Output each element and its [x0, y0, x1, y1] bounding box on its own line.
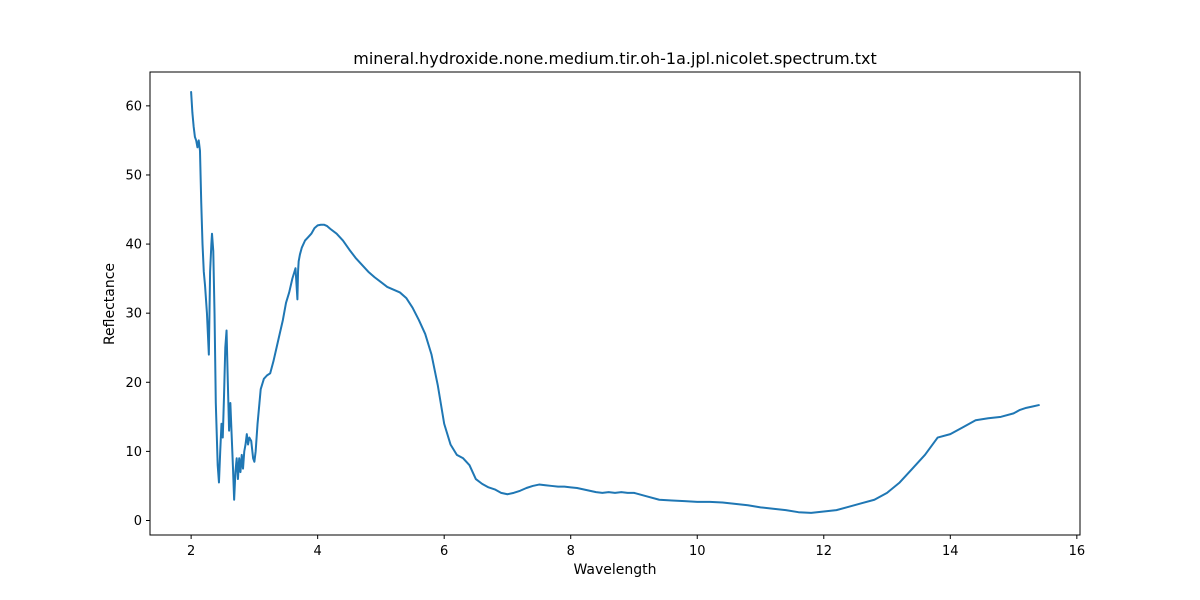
y-tick-label: 60	[125, 99, 142, 114]
y-tick-label: 30	[125, 307, 142, 322]
y-axis-label: Reflectance	[102, 263, 118, 345]
x-tick-label: 6	[440, 544, 448, 559]
x-tick-label: 16	[1069, 544, 1086, 559]
chart-title: mineral.hydroxide.none.medium.tir.oh-1a.…	[353, 49, 877, 68]
x-tick-label: 12	[816, 544, 833, 559]
y-tick-label: 50	[125, 168, 142, 183]
x-tick-label: 8	[567, 544, 575, 559]
x-axis-label: Wavelength	[573, 562, 656, 578]
y-tick-label: 40	[125, 238, 142, 253]
y-axis: 0 10 20 30 40 50 60	[125, 99, 150, 529]
x-tick-label: 2	[187, 544, 195, 559]
y-tick-label: 20	[125, 376, 142, 391]
plot-area	[190, 91, 1040, 514]
y-tick-label: 10	[125, 445, 142, 460]
x-tick-label: 14	[942, 544, 959, 559]
plot-frame	[149, 71, 1081, 536]
x-tick-label: 10	[689, 544, 706, 559]
x-tick-label: 4	[314, 544, 322, 559]
x-axis: 2 4 6 8 10 12 14 16	[187, 535, 1085, 559]
y-tick-label: 0	[134, 514, 142, 529]
series-line	[190, 91, 1040, 514]
